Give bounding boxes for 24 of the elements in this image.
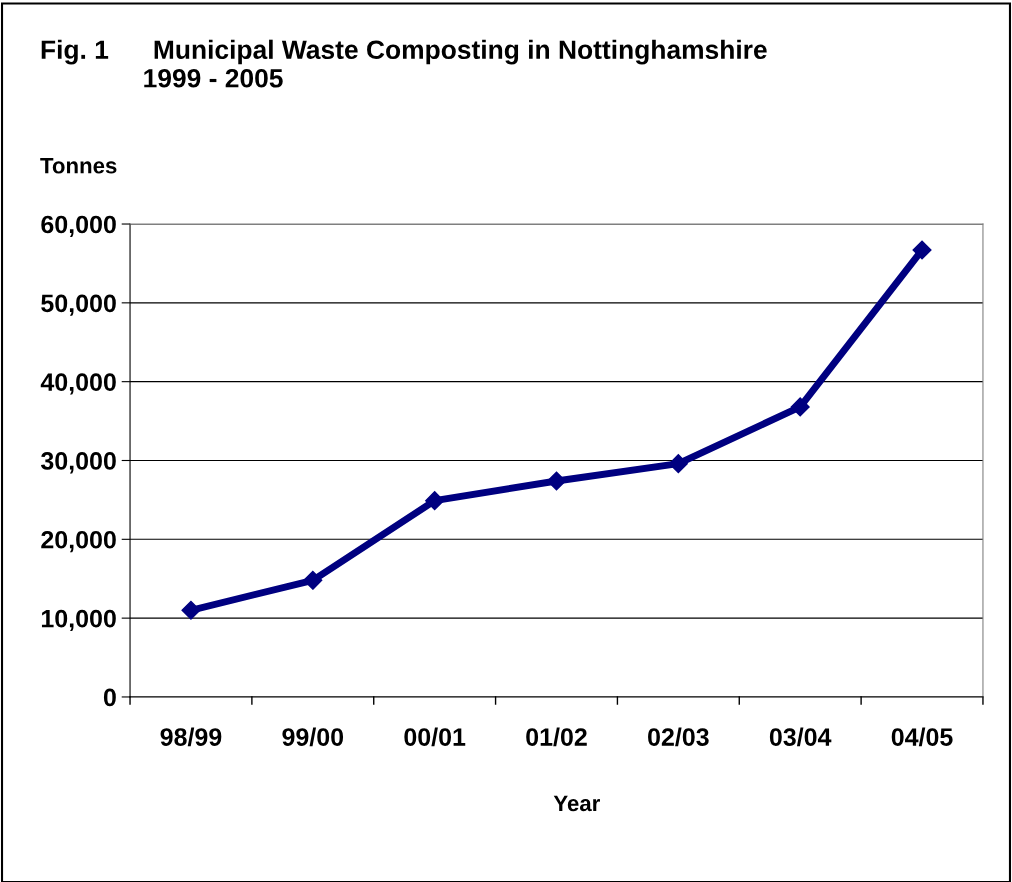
y-tick-label: 10,000 [41,609,116,632]
x-tick-label: 01/02 [526,727,587,747]
point [912,240,932,260]
x-tick-label: 02/03 [648,727,709,747]
point [181,600,201,620]
chart-title: Fig. 1 Municipal Waste Composting in Nottinghamshire 1999 - 2005 [41,39,767,88]
point [425,491,445,511]
y-tick-label: 30,000 [40,452,116,474]
point [790,397,810,417]
point [546,471,567,491]
y-tick-label: 40,000 [40,373,116,395]
x-tick-label: 00/01 [404,727,466,747]
y-axis-title: Tonnes [40,158,117,174]
x-tick-label: 99/00 [282,727,344,747]
y-tick-label: 50,000 [41,294,116,316]
x-tick-label: 04/05 [891,727,953,747]
point [303,570,323,590]
x-tick-label: 98/99 [160,727,222,747]
x-tick-label: 03/04 [769,727,832,747]
y-tick-label: 0 [103,688,116,707]
point [668,454,688,474]
y-tick-label: 60,000 [41,215,116,237]
y-tick-label: 20,000 [41,530,116,553]
x-axis-title: Year [553,795,600,812]
